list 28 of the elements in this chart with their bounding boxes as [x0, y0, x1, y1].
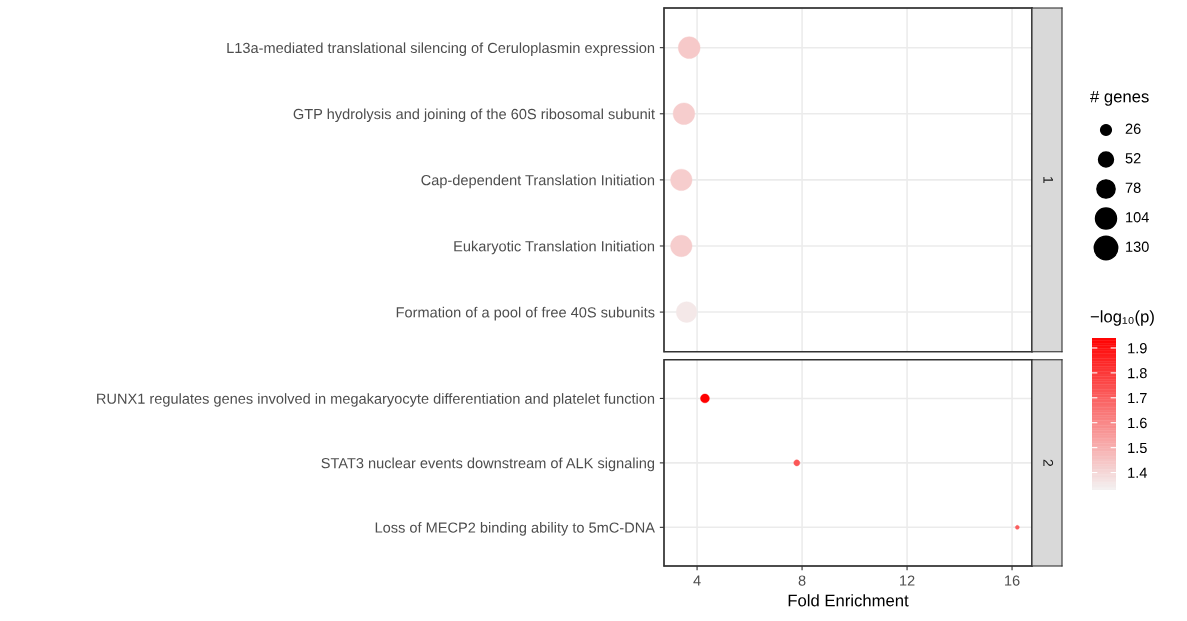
color-bar-title: −log₁₀(p) [1090, 310, 1154, 326]
y-tick-label: STAT3 nuclear events downstream of ALK signaling [321, 457, 655, 472]
x-tick-label: 16 [1005, 575, 1020, 586]
legend-label: 26 [1125, 123, 1141, 134]
color-bar-label: 1.6 [1128, 417, 1147, 429]
y-tick-label: RUNX1 regulates genes involved in megakaryocyte differentiation and platelet function [97, 393, 655, 407]
color-bar-label: 1.5 [1128, 442, 1147, 454]
legend-label: 52 [1125, 153, 1141, 164]
legend-title: # genes [1090, 90, 1149, 106]
y-tick-label: Eukaryotic Translation Initiation [454, 240, 655, 255]
text: 1 [1043, 177, 1053, 184]
x-tick-label: 8 [798, 575, 806, 586]
x-tick-label: 4 [693, 575, 701, 586]
y-tick-label: GTP hydrolysis and joining of the 60S ribosomal subunit [293, 108, 655, 123]
text: 2 [1043, 459, 1054, 467]
y-tick-label: Formation of a pool of free 40S subunits [396, 306, 655, 321]
color-bar-label: 1.7 [1128, 393, 1147, 404]
legend-label: 104 [1126, 212, 1149, 223]
x-axis-title: Fold Enrichment [788, 594, 909, 607]
legend-label: 130 [1126, 241, 1149, 252]
legend-label: 78 [1125, 182, 1141, 193]
y-tick-label: L13a-mediated translational silencing of Ceruloplasmin expression [227, 42, 655, 56]
color-bar-label: 1.8 [1128, 367, 1147, 379]
color-bar-label: 1.9 [1128, 343, 1147, 354]
color-bar-label: 1.4 [1128, 467, 1147, 478]
y-tick-label: Loss of MECP2 binding ability to 5mC-DNA [375, 522, 655, 536]
x-tick-label: 12 [900, 575, 915, 586]
y-tick-label: Cap-dependent Translation Initiation [421, 174, 655, 189]
